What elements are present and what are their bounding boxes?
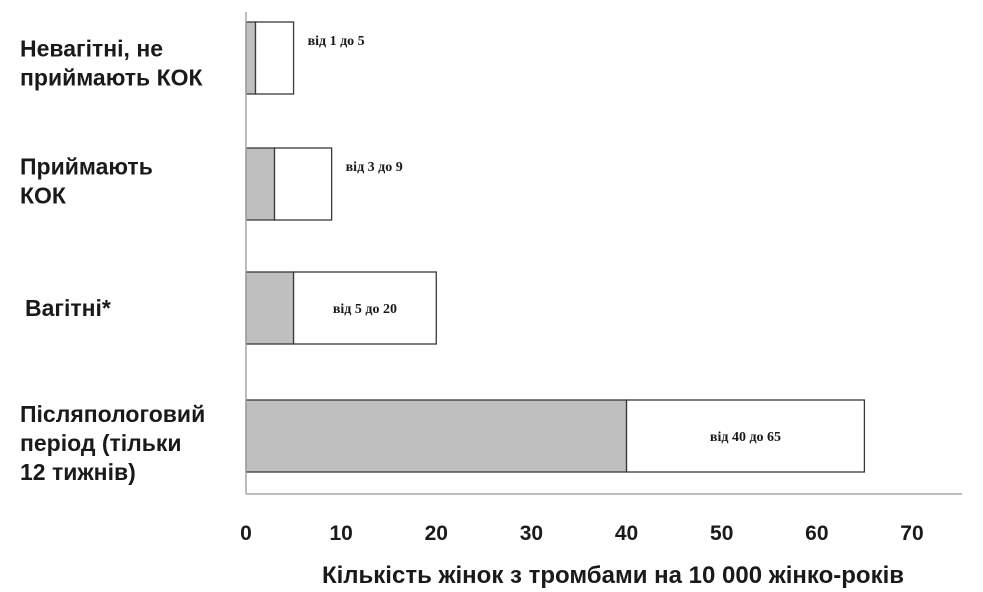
bar-segment-range: [273, 147, 333, 221]
category-label: Вагітні*: [25, 295, 111, 321]
bar-segment-range: [625, 399, 866, 473]
x-tick-labels-group: 0 10 20 30 40 50 60 70: [240, 522, 924, 545]
range-label: від 40 до 65: [710, 430, 781, 445]
x-tick-label: 30: [520, 522, 543, 545]
x-tick-label: 10: [329, 522, 352, 545]
category-label: приймають КОК: [20, 65, 204, 91]
bar-segment-range: [292, 271, 437, 345]
bar-segment-base: [245, 399, 628, 473]
x-tick-label: 0: [240, 522, 252, 545]
category-label: період (тільки: [20, 430, 182, 456]
range-labels-group: від 1 до 5 від 3 до 9 від 5 до 20 від 40 до…: [308, 34, 781, 445]
bars-group: [245, 21, 866, 473]
category-label: Невагітні, не: [20, 36, 163, 62]
x-tick-label: 70: [900, 522, 923, 545]
axes-group: [245, 12, 962, 495]
x-tick-label: 20: [425, 522, 448, 545]
range-label: від 3 до 9: [346, 160, 403, 175]
range-label: від 5 до 20: [333, 302, 397, 317]
x-tick-label: 60: [805, 522, 828, 545]
category-label: Післяпологовий: [20, 401, 205, 427]
x-tick-label: 40: [615, 522, 638, 545]
bar-segment-base: [245, 147, 276, 221]
category-label: Приймають: [20, 154, 153, 180]
category-label: КОК: [20, 183, 67, 209]
x-axis-title: Кількість жінок з тромбами на 10 000 жін…: [322, 562, 904, 589]
category-label: 12 тижнів): [20, 459, 136, 485]
category-labels-group: Невагітні, не приймають КОК Приймають КОК Ва…: [20, 36, 205, 486]
range-label: від 1 до 5: [308, 34, 365, 49]
bar-segment-base: [245, 271, 295, 345]
bar-segment-base: [245, 21, 257, 95]
x-tick-label: 50: [710, 522, 733, 545]
bar-segment-range: [254, 21, 295, 95]
